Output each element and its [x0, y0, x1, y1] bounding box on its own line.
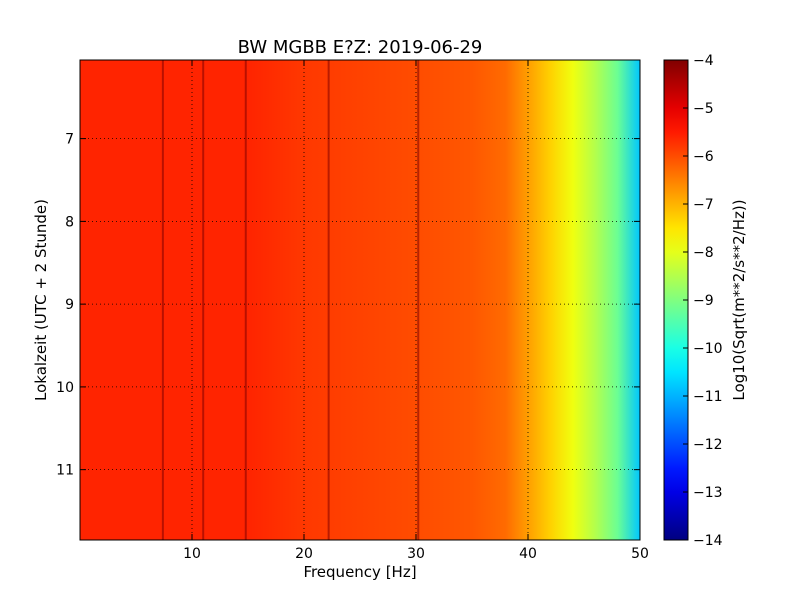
plot-area: 10 20 30 40 50 7 8 9 10 11: [56, 59, 649, 562]
colorbar: −4 −5 −6 −7 −8 −9 −10 −11 −12 −13 −14 Log10(Sqrt(m…: [663, 53, 748, 549]
colorbar-tick-label: −13: [693, 485, 723, 501]
y-tick-label: 10: [56, 380, 74, 396]
y-tick-label: 9: [65, 297, 74, 313]
grid: [80, 60, 640, 540]
colorbar-tick-label: −12: [693, 437, 723, 453]
x-tick-label: 20: [295, 546, 313, 562]
spectral-lines: [161, 60, 420, 540]
colorbar-tick-label: −14: [693, 533, 723, 549]
colorbar-tick-label: −9: [693, 293, 714, 309]
x-tick-label: 30: [407, 546, 425, 562]
colorbar-tick-label: −10: [693, 341, 723, 357]
colorbar-label: Log10(Sqrt(m**2/s**2/Hz)): [730, 199, 748, 400]
y-axis-label: Lokalzeit (UTC + 2 Stunde): [32, 199, 50, 401]
x-tick-label: 50: [631, 546, 649, 562]
colorbar-tick-label: −6: [693, 149, 714, 165]
y-axis-ticks: 7 8 9 10 11: [56, 132, 640, 479]
colorbar-tick-label: −4: [693, 53, 714, 69]
plot-frame: [79, 59, 641, 541]
x-tick-label: 40: [519, 546, 537, 562]
y-tick-label: 8: [65, 214, 74, 230]
colorbar-ticks: −4 −5 −6 −7 −8 −9 −10 −11 −12 −13 −14: [683, 53, 723, 549]
heatmap: [80, 60, 640, 540]
x-axis-label: Frequency [Hz]: [303, 563, 416, 581]
colorbar-tick-label: −7: [693, 197, 714, 213]
colorbar-tick-label: −8: [693, 245, 714, 261]
y-tick-label: 7: [65, 132, 74, 148]
colorbar-tick-label: −11: [693, 389, 723, 405]
x-tick-label: 10: [183, 546, 201, 562]
colorbar-tick-label: −5: [693, 101, 714, 117]
chart-title: BW MGBB E?Z: 2019-06-29: [238, 37, 483, 58]
x-axis-ticks: 10 20 30 40 50: [183, 60, 649, 562]
y-tick-label: 11: [56, 463, 74, 479]
